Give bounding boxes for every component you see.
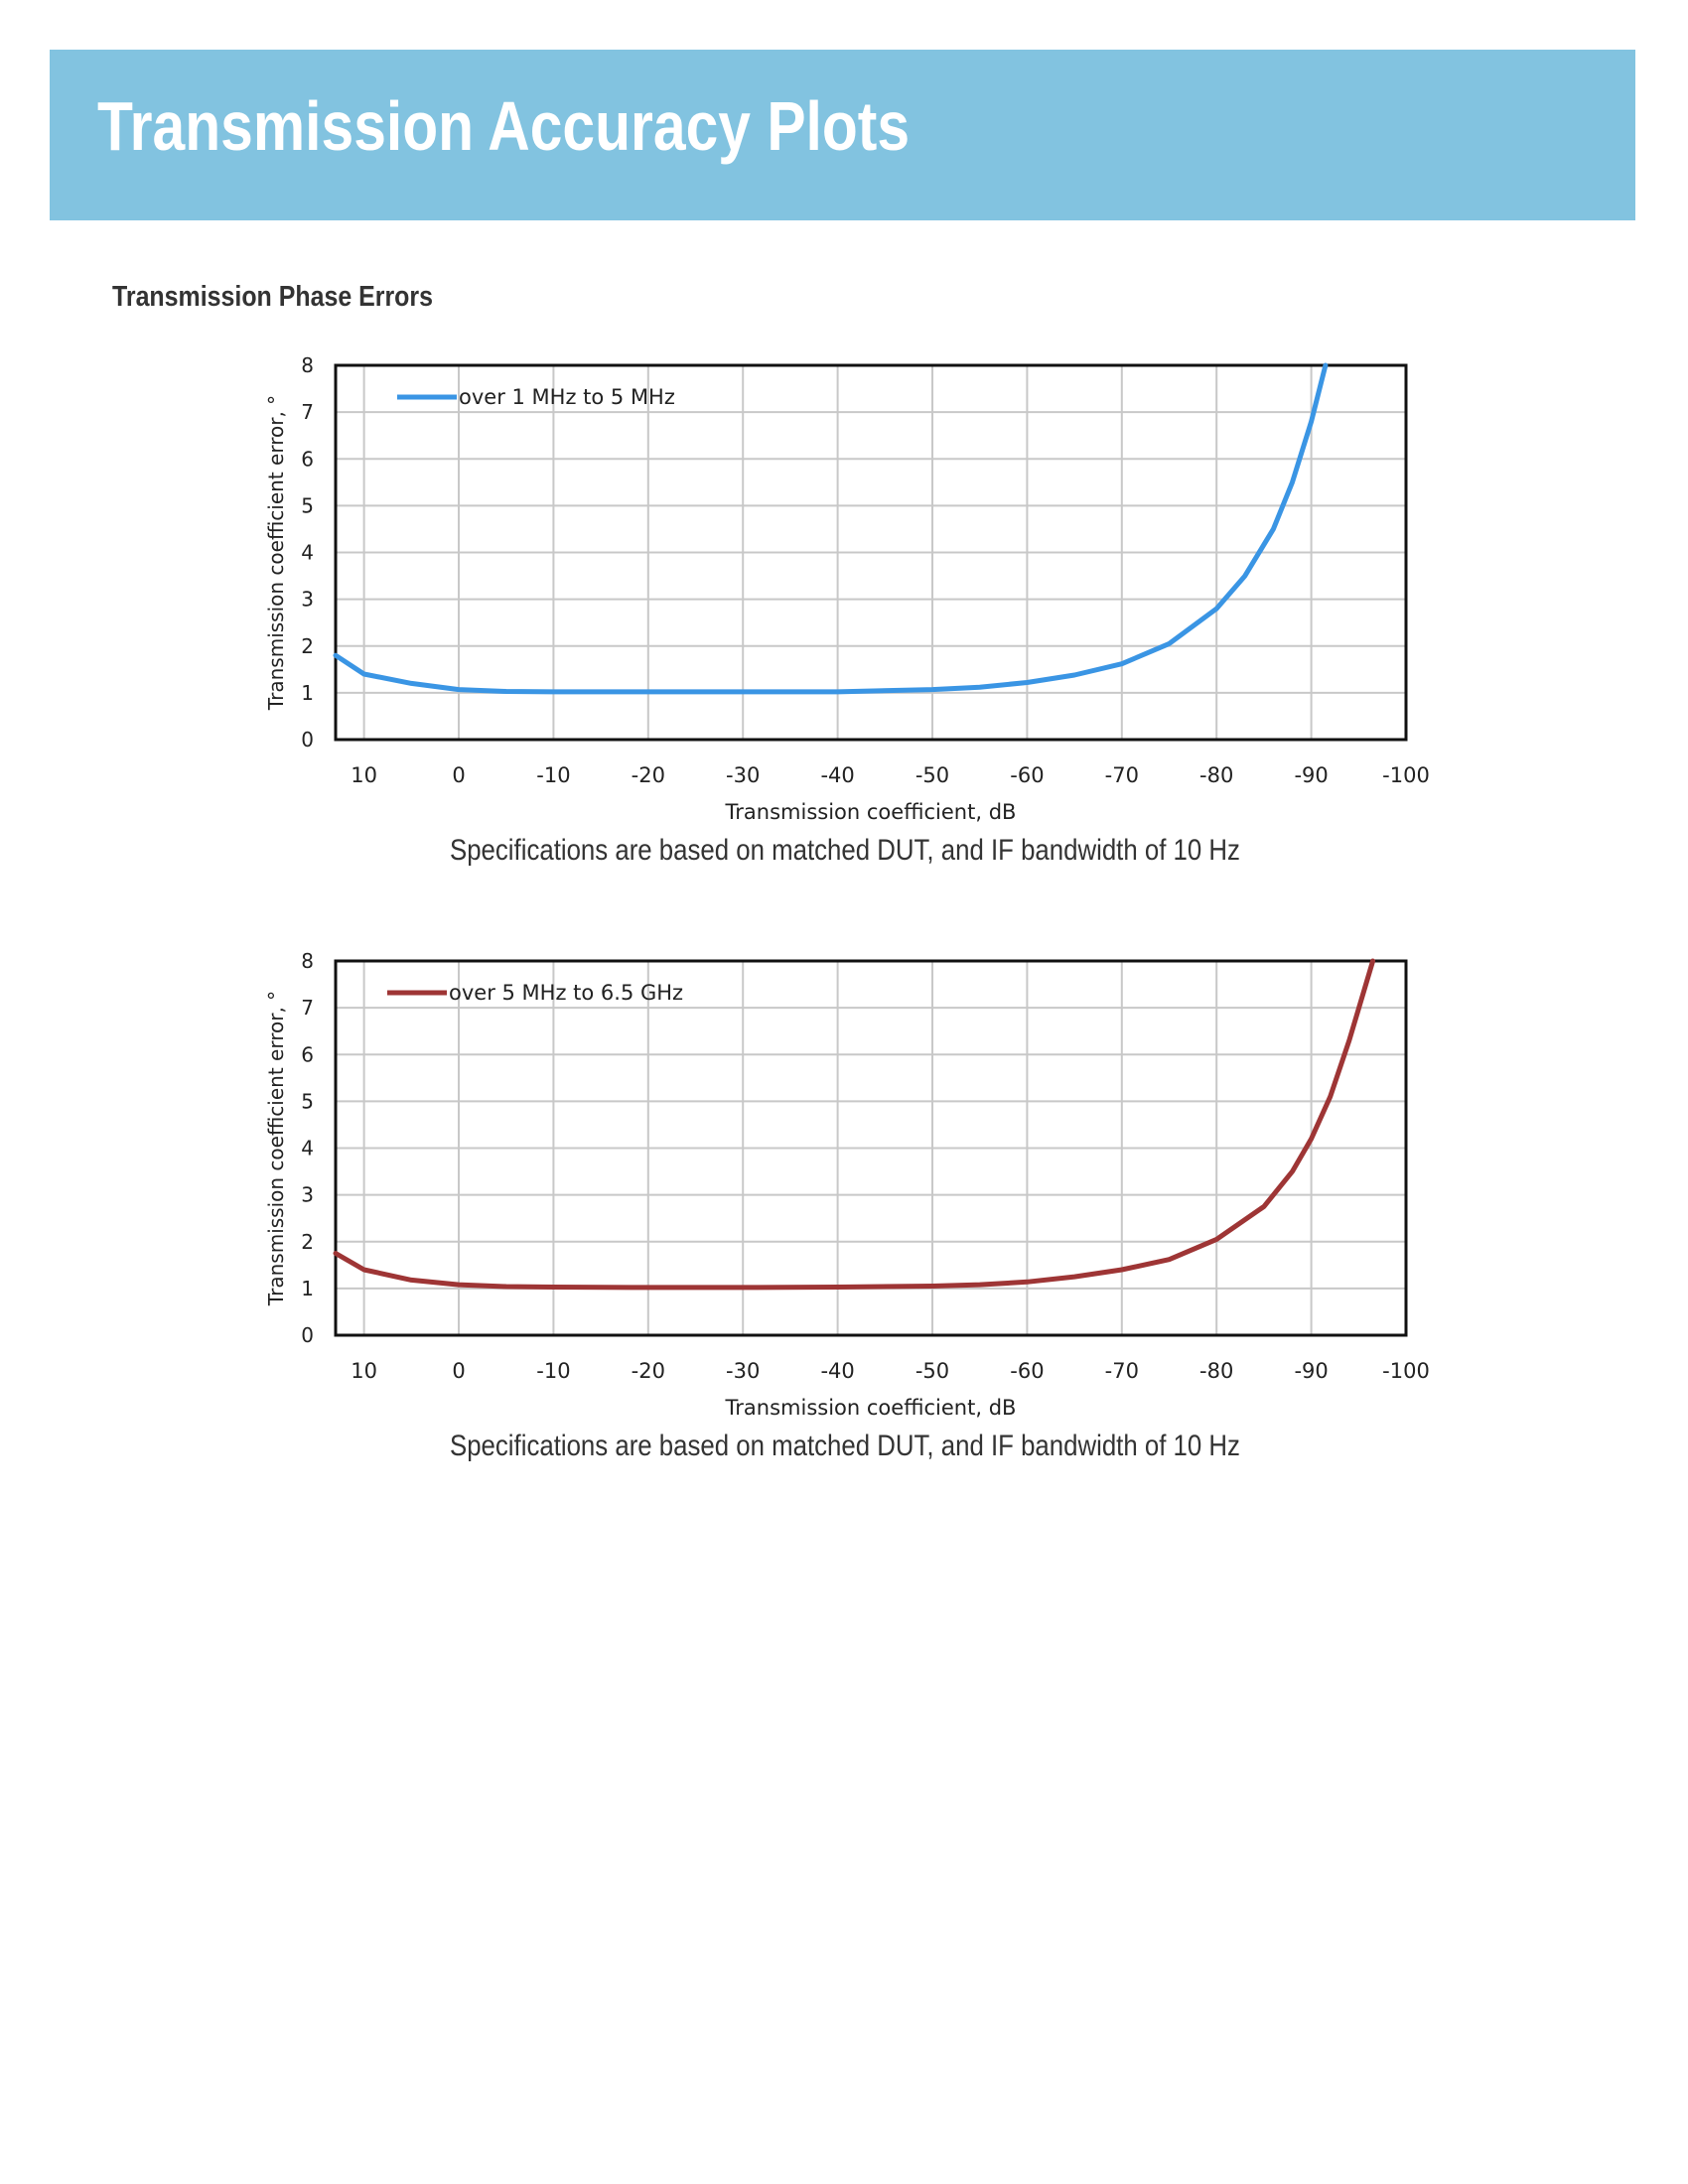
chart-2-x-tick-label: -10 [536, 1359, 570, 1383]
chart-2-y-axis-label: Transmission coefficient error, ° [264, 991, 288, 1306]
chart-2-y-tick-label: 5 [301, 1089, 314, 1113]
section-title: Transmission Phase Errors [112, 281, 433, 313]
chart-2-svg: 0 1 2 3 4 5 6 7 8 10 0 -10 -20 -30 -40 -50 -60 -70 -80 -90 -… [264, 949, 1430, 1420]
page-title: Transmission Accuracy Plots [97, 87, 911, 165]
chart-1-x-tick-label: -60 [1010, 763, 1044, 787]
chart-2-caption: Specifications are based on matched DUT,… [450, 1430, 1240, 1462]
chart-figure-2: 0 1 2 3 4 5 6 7 8 10 0 -10 -20 -30 -40 -50 -60 -70 -80 -90 -… [0, 948, 1688, 1484]
chart-1-svg: 0 1 2 3 4 5 6 7 8 10 0 -10 -20 -30 -40 -50 -60 -70 -80 -90 -… [264, 353, 1430, 824]
chart-1-y-tick-label: 7 [301, 400, 314, 424]
chart-1-x-tick-label: -90 [1294, 763, 1328, 787]
chart-1-x-tick-label: -40 [820, 763, 854, 787]
chart-2-series-line [333, 958, 1376, 1291]
chart-1-y-tick-label: 4 [301, 541, 314, 565]
chart-2-x-tick-label: -70 [1105, 1359, 1139, 1383]
chart-1-x-tick-label: -100 [1382, 763, 1430, 787]
chart-2-x-tick-label: -30 [726, 1359, 760, 1383]
chart-2-y-tick-label: 1 [301, 1277, 314, 1300]
chart-1-caption: Specifications are based on matched DUT,… [450, 834, 1240, 867]
chart-2-y-tick-label: 3 [301, 1183, 314, 1207]
chart-2-x-tick-label: -60 [1010, 1359, 1044, 1383]
chart-1-x-tick-label: -10 [536, 763, 570, 787]
chart-2-x-tick-label: -50 [915, 1359, 949, 1383]
chart-1-y-axis-label: Transmission coefficient error, ° [264, 395, 288, 711]
chart-1-x-tick-label: 10 [351, 763, 377, 787]
chart-2-y-tick-label: 0 [301, 1323, 314, 1347]
chart-1-y-tick-label: 1 [301, 681, 314, 705]
chart-2-x-tick-label: -20 [632, 1359, 665, 1383]
chart-2-x-tick-label: 0 [452, 1359, 465, 1383]
chart-2-legend-label: over 5 MHz to 6.5 GHz [449, 981, 683, 1005]
chart-1-x-tick-label: -80 [1199, 763, 1233, 787]
chart-2-x-tick-label: 10 [351, 1359, 377, 1383]
chart-1-y-tick-label: 3 [301, 588, 314, 612]
chart-1-y-tick-label: 0 [301, 728, 314, 751]
chart-2-y-tick-label: 2 [301, 1230, 314, 1254]
chart-1-y-tick-label: 2 [301, 634, 314, 658]
chart-figure-1: 0 1 2 3 4 5 6 7 8 10 0 -10 -20 -30 -40 -50 -60 -70 -80 -90 -… [0, 352, 1688, 888]
chart-2-x-tick-label: -80 [1199, 1359, 1233, 1383]
chart-1-x-tick-label: -50 [915, 763, 949, 787]
chart-2-x-tick-label: -90 [1294, 1359, 1328, 1383]
chart-1-plot-frame [334, 363, 1408, 742]
chart-1-y-tick-label: 8 [301, 353, 314, 377]
chart-1-y-tick-label: 6 [301, 447, 314, 471]
chart-2-y-tick-label: 8 [301, 949, 314, 973]
chart-2-plot-frame [334, 959, 1408, 1337]
chart-1-legend-label: over 1 MHz to 5 MHz [459, 385, 675, 409]
chart-1-x-axis-label: Transmission coefficient, dB [725, 800, 1017, 824]
chart-2-y-tick-label: 4 [301, 1137, 314, 1160]
chart-1-x-tick-label: -30 [726, 763, 760, 787]
chart-2-y-tick-label: 7 [301, 996, 314, 1020]
chart-2-x-tick-label: -40 [820, 1359, 854, 1383]
chart-1-y-tick-label: 5 [301, 493, 314, 517]
header-banner: Transmission Accuracy Plots [50, 50, 1635, 220]
chart-1-x-tick-label: -70 [1105, 763, 1139, 787]
chart-1-series-line [333, 362, 1329, 695]
chart-1-x-tick-label: -20 [632, 763, 665, 787]
chart-2-x-tick-label: -100 [1382, 1359, 1430, 1383]
chart-1-x-tick-label: 0 [452, 763, 465, 787]
chart-2-y-tick-label: 6 [301, 1042, 314, 1066]
chart-2-x-axis-label: Transmission coefficient, dB [725, 1396, 1017, 1420]
